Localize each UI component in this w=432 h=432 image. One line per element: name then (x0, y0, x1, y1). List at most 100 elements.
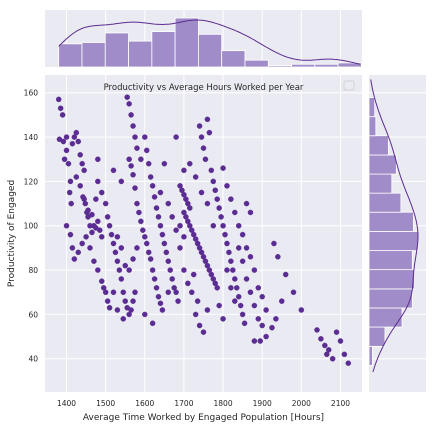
x-tick-label: 1500 (96, 399, 115, 408)
scatter-point (314, 327, 320, 333)
scatter-point (140, 227, 146, 233)
y-tick-label: 140 (24, 133, 39, 142)
scatter-point (333, 329, 340, 335)
scatter-point (69, 245, 76, 251)
scatter-point (181, 167, 187, 174)
scatter-point (214, 196, 220, 202)
scatter-point (93, 196, 99, 202)
scatter-point (192, 311, 199, 318)
scatter-point (200, 145, 207, 151)
scatter-point (228, 285, 234, 291)
scatter-point (98, 278, 105, 284)
marginal-x-kde-line (58, 19, 361, 65)
marginal-y-bar (368, 211, 414, 232)
scatter-point (216, 302, 222, 309)
marginal-y-panel (368, 75, 426, 392)
scatter-point (200, 329, 207, 335)
scatter-point (167, 267, 173, 273)
scatter-point (134, 245, 140, 251)
scatter-point (61, 156, 68, 162)
scatter-point (187, 205, 193, 211)
scatter-point (95, 267, 101, 273)
scatter-point (161, 240, 168, 247)
scatter-point (122, 262, 128, 269)
marginal-y-bar (368, 288, 413, 309)
scatter-point (71, 256, 78, 262)
scatter-point (114, 258, 121, 264)
scatter-point (257, 338, 263, 344)
scatter-point (222, 231, 228, 238)
scatter-point (247, 289, 254, 295)
marginal-x-bar (174, 17, 199, 68)
scatter-point (151, 276, 158, 282)
scatter-point (232, 298, 238, 304)
scatter-point (66, 189, 73, 196)
scatter-point (329, 355, 336, 362)
scatter-point (224, 240, 230, 247)
scatter-point (298, 307, 305, 313)
scatter-point (165, 289, 172, 295)
scatter-point (232, 209, 238, 216)
scatter-point (149, 183, 156, 189)
scatter-point (234, 285, 240, 291)
x-tick-label: 1900 (253, 399, 272, 408)
scatter-point (102, 289, 109, 295)
scatter-point (130, 298, 136, 304)
scatter-point (247, 254, 254, 260)
scatter-point (153, 205, 160, 211)
scatter-point (110, 167, 117, 174)
scatter-point (216, 205, 222, 211)
scatter-point (120, 289, 127, 295)
scatter-point (232, 276, 238, 282)
marginal-x-panel (45, 10, 362, 68)
legend-box (343, 80, 355, 91)
scatter-point (149, 320, 156, 327)
scatter-point (120, 316, 127, 322)
scatter-point (208, 167, 215, 174)
scatter-point (210, 222, 217, 229)
scatter-point (159, 307, 166, 313)
scatter-point (69, 140, 76, 147)
scatter-point (175, 298, 181, 304)
scatter-point (98, 189, 105, 196)
scatter-point (65, 160, 72, 167)
scatter-point (118, 178, 125, 185)
scatter-point (63, 134, 70, 140)
marginal-y-bar (368, 307, 403, 328)
scatter-point (126, 101, 132, 107)
scatter-point (67, 178, 74, 185)
scatter-point (75, 249, 82, 256)
scatter-point (91, 258, 97, 264)
scatter-point (145, 160, 152, 167)
scatter-point (126, 267, 132, 273)
y-tick-label: 100 (24, 222, 39, 231)
scatter-point (155, 293, 162, 300)
scatter-point (114, 234, 121, 240)
marginal-y-bar (368, 192, 402, 213)
scatter-point (241, 320, 248, 327)
scatter-point (251, 302, 258, 309)
scatter-point (190, 271, 197, 278)
scatter-point (177, 245, 183, 251)
scatter-point (122, 298, 128, 304)
scatter-point (204, 200, 211, 207)
scatter-point (142, 234, 148, 240)
scatter-point (220, 316, 226, 322)
scatter-point (138, 218, 144, 225)
scatter-point (263, 333, 269, 340)
marginal-x-bar (291, 63, 316, 68)
scatter-point (118, 276, 125, 282)
scatter-point (114, 307, 121, 313)
scatter-point (239, 258, 246, 264)
scatter-point (87, 245, 93, 251)
scatter-point (73, 174, 80, 180)
scatter-point (341, 351, 348, 358)
marginal-y-bar (368, 135, 389, 156)
scatter-point (255, 316, 262, 322)
scatter-point (251, 338, 258, 344)
scatter-point (89, 229, 95, 236)
scatter-point (81, 196, 87, 202)
scatter-point (89, 211, 95, 218)
x-tick-label: 1700 (174, 399, 193, 408)
scatter-point (95, 178, 101, 185)
